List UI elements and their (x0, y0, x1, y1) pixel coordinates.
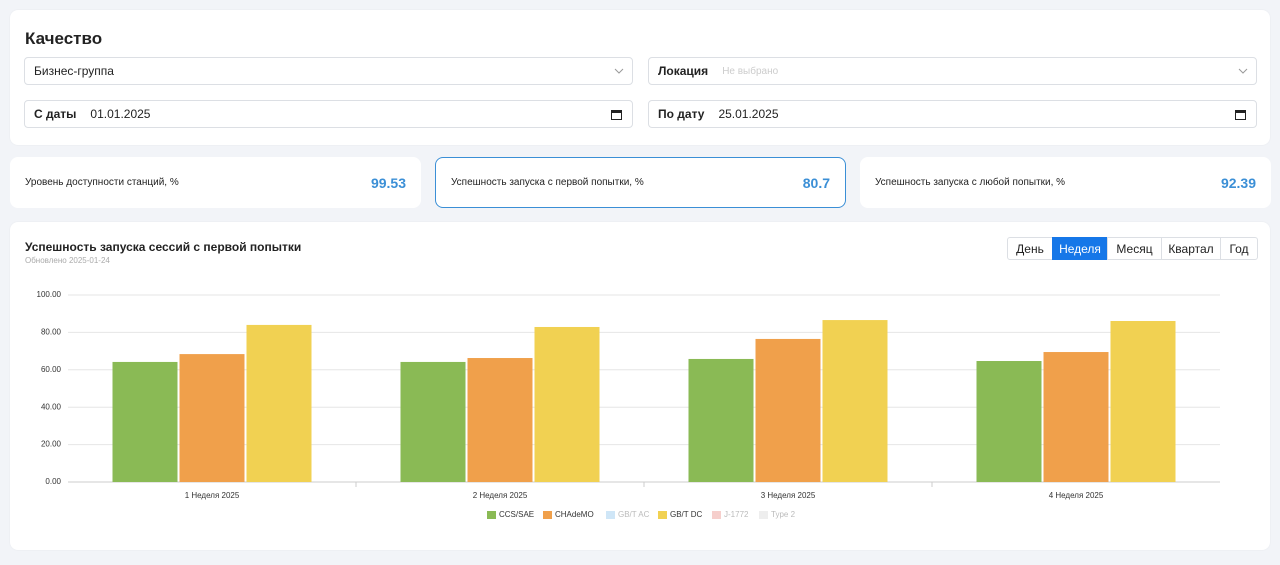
kpi-card[interactable]: Успешность запуска с первой попытки, % 80… (435, 157, 846, 208)
bar (1043, 352, 1109, 482)
y-tick-label: 20.00 (41, 440, 62, 449)
bar (976, 361, 1042, 482)
legend-label[interactable]: J-1772 (724, 510, 749, 519)
filter-panel (10, 10, 1270, 145)
bar (400, 361, 466, 482)
x-tick-label: 3 Неделя 2025 (761, 491, 816, 500)
date-label: С даты (34, 107, 77, 121)
period-button[interactable]: Год (1220, 237, 1258, 260)
chevron (614, 68, 624, 74)
date-value: 01.01.2025 (90, 107, 151, 121)
x-tick-label: 2 Неделя 2025 (473, 491, 528, 500)
date-to[interactable]: По дату 25.01.2025 (648, 100, 1257, 128)
bar (822, 320, 888, 482)
kpi-label: Успешность запуска с первой попытки, % (451, 177, 644, 188)
kpi-card[interactable]: Уровень доступности станций, % 99.53 (10, 157, 421, 208)
legend-label[interactable]: CHAdeMO (555, 510, 594, 519)
business-group-select[interactable]: Бизнес-группа (24, 57, 633, 85)
bar (688, 358, 754, 482)
kpi-value: 99.53 (370, 174, 406, 191)
chevron (1238, 68, 1248, 74)
y-tick-label: 80.00 (41, 328, 62, 337)
bar (1110, 320, 1176, 482)
y-tick-label: 100.00 (37, 290, 62, 299)
bar (246, 324, 312, 482)
legend-swatch (759, 511, 768, 519)
kpi-card[interactable]: Успешность запуска с любой попытки, % 92.… (860, 157, 1271, 208)
kpi-value: 80.7 (802, 174, 830, 191)
bar (112, 361, 178, 482)
select-label: Бизнес-группа (34, 64, 114, 78)
location-select[interactable]: Локация Не выбрано (648, 57, 1257, 85)
period-button[interactable]: Неделя (1052, 237, 1108, 260)
chart-subtitle: Обновлено 2025-01-24 (25, 256, 110, 265)
date-value: 25.01.2025 (718, 107, 779, 121)
calendar-icon (1235, 110, 1246, 120)
legend-swatch (712, 511, 721, 519)
bar (467, 358, 533, 482)
legend-swatch (606, 511, 615, 519)
legend-label[interactable]: CCS/SAE (499, 510, 534, 519)
placeholder: Не выбрано (722, 65, 779, 77)
select-label: Локация (658, 64, 709, 78)
bar (755, 338, 821, 482)
legend-swatch (543, 511, 552, 519)
legend-label[interactable]: Type 2 (771, 510, 796, 519)
kpi-label: Уровень доступности станций, % (25, 177, 179, 188)
period-button[interactable]: День (1007, 237, 1053, 260)
legend-swatch (658, 511, 667, 519)
y-tick-label: 40.00 (41, 402, 62, 411)
date-label: По дату (658, 107, 705, 121)
legend-label[interactable]: GB/T AC (618, 510, 650, 519)
kpi-label: Успешность запуска с любой попытки, % (875, 177, 1066, 188)
y-tick-label: 60.00 (41, 365, 62, 374)
legend-label[interactable]: GB/T DC (670, 510, 703, 519)
date-from[interactable]: С даты 01.01.2025 (24, 100, 633, 128)
bar (179, 354, 245, 482)
kpi-value: 92.39 (1220, 174, 1256, 191)
calendar-icon (611, 110, 622, 120)
period-button[interactable]: Квартал (1161, 237, 1221, 260)
bar (534, 326, 600, 482)
x-tick-label: 4 Неделя 2025 (1049, 491, 1104, 500)
x-tick-label: 1 Неделя 2025 (185, 491, 240, 500)
legend-swatch (487, 511, 496, 519)
y-tick-label: 0.00 (45, 477, 61, 486)
page-title: Качество (25, 29, 103, 48)
period-button[interactable]: Месяц (1107, 237, 1162, 260)
chart-title: Успешность запуска сессий с первой попыт… (25, 240, 302, 254)
